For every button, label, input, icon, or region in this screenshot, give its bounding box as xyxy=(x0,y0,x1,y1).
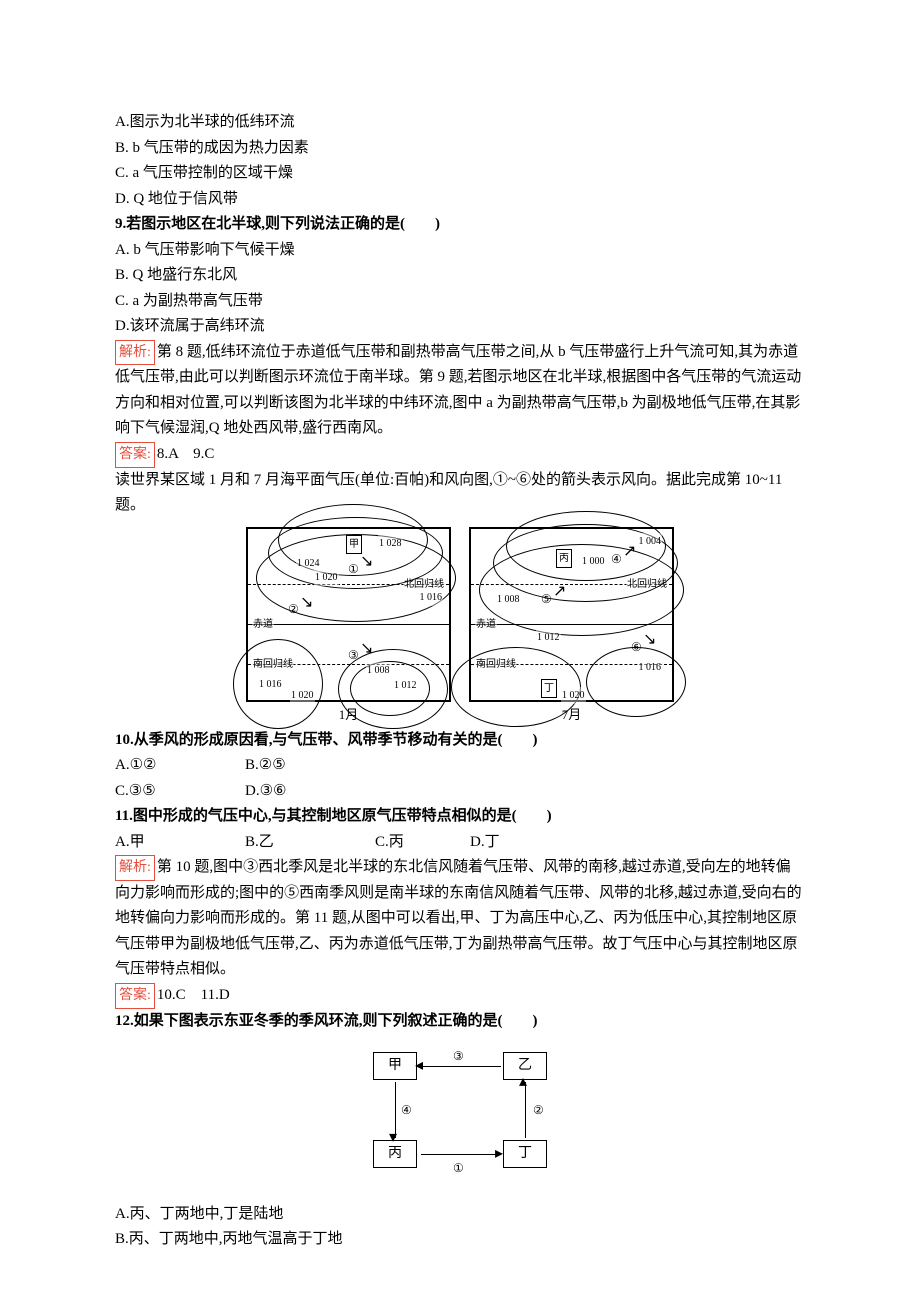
q9-opt-b: B. Q 地盛行东北风 xyxy=(115,263,805,289)
arrow-top: ◂ xyxy=(415,1058,423,1074)
node-jia: 甲 xyxy=(373,1052,417,1080)
iso-1000: 1 000 xyxy=(581,553,606,570)
iso-1028: 1 028 xyxy=(378,535,403,552)
center-jia: 甲 xyxy=(346,535,362,554)
analysis-label-2: 解析: xyxy=(115,855,155,881)
q10-opt-b: B.②⑤ xyxy=(245,753,375,779)
q10-opt-d: D.③⑥ xyxy=(245,779,375,805)
q10-opt-a: A.①② xyxy=(115,753,245,779)
map-january: 北回归线 赤道 南回归线 甲 1 028 1 024 1 020 1 016 1… xyxy=(246,527,451,726)
answer-8-9: 答案:8.A 9.C xyxy=(115,442,805,468)
wind-3: ③ xyxy=(348,645,359,665)
center-ding: 丁 xyxy=(541,679,557,698)
q9-opt-c: C. a 为副热带高气压带 xyxy=(115,289,805,315)
analysis-10-11: 解析:第 10 题,图中③西北季风是北半球的东北信风随着气压带、风带的南移,越过… xyxy=(115,855,805,983)
iso-1008: 1 008 xyxy=(496,591,521,608)
q9-opt-a: A. b 气压带影响下气候干燥 xyxy=(115,238,805,264)
wind-6: ⑥ xyxy=(631,637,642,657)
edge-3: ③ xyxy=(453,1046,464,1066)
q11-opt-a: A.甲 xyxy=(115,830,245,856)
lat-label-equator-r: 赤道 xyxy=(475,616,497,633)
wind-4: ④ xyxy=(611,549,622,569)
edge-1: ① xyxy=(453,1158,464,1178)
answer-label: 答案: xyxy=(115,442,155,468)
iso-1016: 1 016 xyxy=(419,589,444,606)
q12-flow-diagram: 甲 乙 丙 丁 ◂ ③ ▸ ① ▾ ④ ▴ ② xyxy=(115,1042,805,1194)
analysis-8-9: 解析:第 8 题,低纬环流位于赤道低气压带和副热带高气压带之间,从 b 气压带盛… xyxy=(115,340,805,442)
q12-stem: 12.如果下图表示东亚冬季的季风环流,则下列叙述正确的是( ) xyxy=(115,1013,538,1029)
iso-1008: 1 008 xyxy=(366,662,391,679)
iso-1020: 1 020 xyxy=(314,569,339,586)
q8-opt-c: C. a 气压带控制的区域干燥 xyxy=(115,161,805,187)
map-july: 北回归线 赤道 南回归线 丙 丁 1 004 1 000 1 008 1 012… xyxy=(469,527,674,726)
iso-1016b: 1 016 xyxy=(258,676,283,693)
q11-stem: 11.图中形成的气压中心,与其控制地区原气压带特点相似的是( ) xyxy=(115,808,552,824)
wind-1: ① xyxy=(348,559,359,579)
pressure-maps-figure: 北回归线 赤道 南回归线 甲 1 028 1 024 1 020 1 016 1… xyxy=(115,527,805,726)
iso-1012: 1 012 xyxy=(393,677,418,694)
q8-opt-b: B. b 气压带的成因为热力因素 xyxy=(115,136,805,162)
iso-1016r: 1 016 xyxy=(638,659,663,676)
arrow-bottom: ▸ xyxy=(495,1146,503,1162)
answer-text: 8.A 9.C xyxy=(157,446,215,462)
intro-10-11: 读世界某区域 1 月和 7 月海平面气压(单位:百帕)和风向图,①~⑥处的箭头表… xyxy=(115,468,805,519)
q9-stem: 9.若图示地区在北半球,则下列说法正确的是( ) xyxy=(115,216,440,232)
arrow-left: ▾ xyxy=(389,1130,397,1146)
iso-1012: 1 012 xyxy=(536,629,561,646)
q8-opt-d: D. Q 地位于信风带 xyxy=(115,187,805,213)
q11-opt-c: C.丙 xyxy=(375,830,470,856)
edge-4: ④ xyxy=(401,1100,412,1120)
wind-2: ② xyxy=(288,599,299,619)
analysis-text-2: 第 10 题,图中③西北季风是北半球的东北信风随着气压带、风带的南移,越过赤道,… xyxy=(115,859,802,977)
arrow-right: ▴ xyxy=(519,1074,527,1090)
q9-opt-d: D.该环流属于高纬环流 xyxy=(115,314,805,340)
q8-opt-a: A.图示为北半球的低纬环流 xyxy=(115,110,805,136)
q11-opt-d: D.丁 xyxy=(470,830,565,856)
q10-stem: 10.从季风的形成原因看,与气压带、风带季节移动有关的是( ) xyxy=(115,732,538,748)
iso-1004: 1 004 xyxy=(638,533,663,550)
iso-1020r: 1 020 xyxy=(561,687,586,704)
q12-opt-b: B.丙、丁两地中,丙地气温高于丁地 xyxy=(115,1227,805,1253)
iso-1020b: 1 020 xyxy=(290,687,315,704)
answer-text-2: 10.C 11.D xyxy=(157,987,230,1003)
answer-label-2: 答案: xyxy=(115,983,155,1009)
wind-5: ⑤ xyxy=(541,589,552,609)
q11-opt-b: B.乙 xyxy=(245,830,375,856)
analysis-label: 解析: xyxy=(115,340,155,366)
analysis-text: 第 8 题,低纬环流位于赤道低气压带和副热带高气压带之间,从 b 气压带盛行上升… xyxy=(115,344,801,437)
node-ding: 丁 xyxy=(503,1140,547,1168)
q10-opt-c: C.③⑤ xyxy=(115,779,245,805)
q12-opt-a: A.丙、丁两地中,丁是陆地 xyxy=(115,1202,805,1228)
edge-2: ② xyxy=(533,1100,544,1120)
lat-label-equator: 赤道 xyxy=(252,616,274,633)
center-bing: 丙 xyxy=(556,549,572,568)
answer-10-11: 答案:10.C 11.D xyxy=(115,983,805,1009)
